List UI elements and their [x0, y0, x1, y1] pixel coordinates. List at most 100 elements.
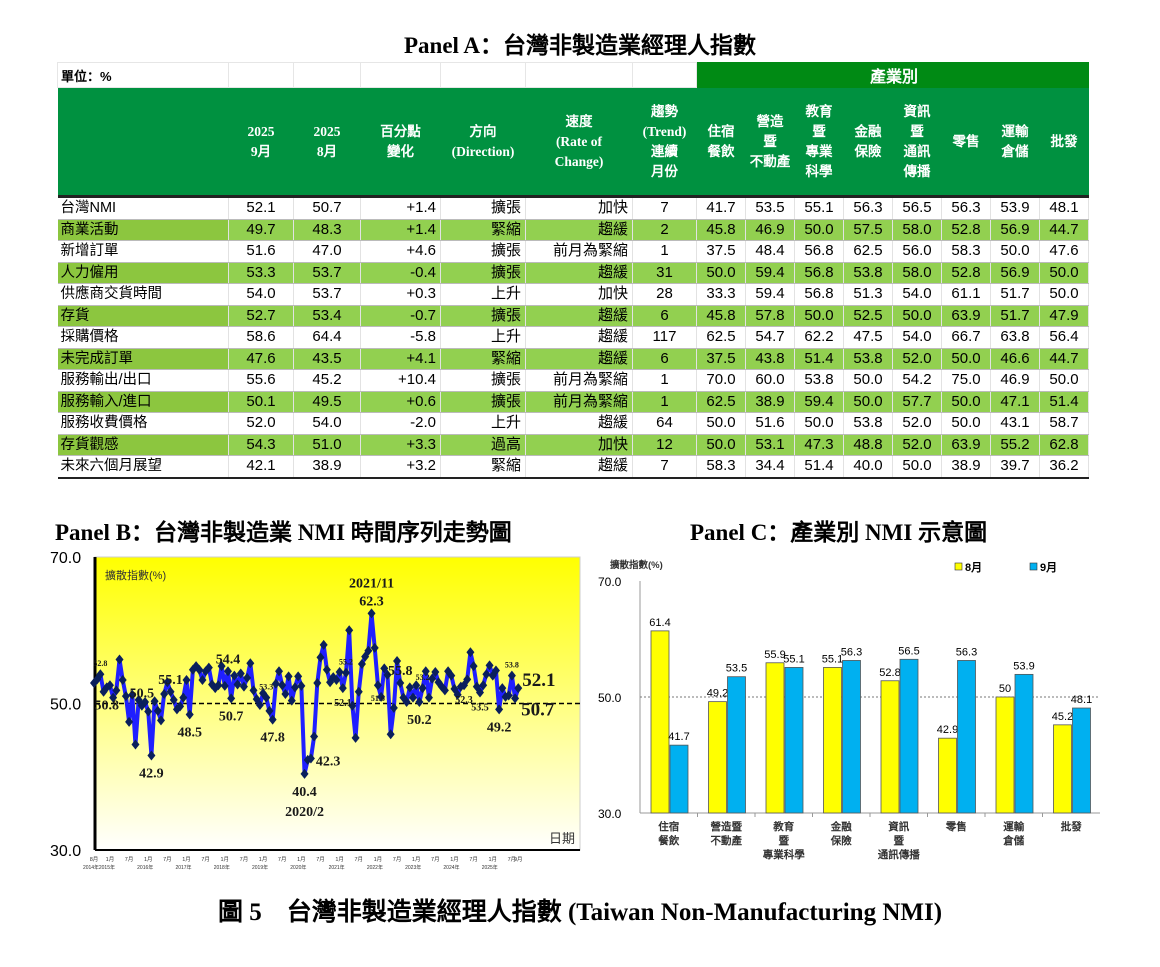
- column-header: 資訊 暨 通訊 傳播: [892, 87, 942, 198]
- table-cell: 50.0: [892, 455, 942, 479]
- table-cell: 53.8: [843, 412, 893, 435]
- data-point: [485, 660, 494, 671]
- bar-value-label: 48.1: [1071, 694, 1092, 706]
- data-label: 55.1: [158, 673, 183, 688]
- data-point: [348, 700, 357, 711]
- column-header: 運輸 倉儲: [990, 87, 1040, 198]
- x-tick-month: 1月: [297, 856, 306, 863]
- data-point: [456, 681, 465, 692]
- data-label: 50.7: [219, 709, 244, 724]
- table-cell: 57.5: [843, 219, 893, 241]
- data-point: [90, 677, 98, 688]
- data-point: [294, 671, 303, 682]
- table-cell: 49.7: [228, 219, 294, 241]
- data-point: [287, 695, 296, 706]
- data-label: 2020/2: [285, 805, 324, 820]
- data-point: [112, 685, 121, 696]
- data-label: 55.8: [388, 664, 413, 679]
- x-tick-month: 1月: [374, 856, 383, 863]
- table-cell: -5.8: [360, 326, 441, 349]
- panel-b-title: Panel B：台灣非製造業 NMI 時間序列走勢圖: [55, 520, 512, 545]
- x-tick-month: 1月: [106, 856, 115, 863]
- data-point: [281, 688, 290, 699]
- x-tick-month: 7月: [393, 856, 402, 863]
- table-cell: 52.5: [843, 305, 893, 327]
- table-cell: 52.0: [228, 412, 294, 435]
- table-cell: 前月為緊縮: [525, 391, 633, 413]
- table-cell: 61.1: [941, 283, 991, 306]
- table-cell: 51.7: [990, 283, 1040, 306]
- bar: [784, 667, 804, 814]
- table-cell: 64: [632, 412, 697, 435]
- table-cell: 62.2: [794, 326, 844, 349]
- table-cell: 58.3: [696, 455, 746, 479]
- legend-swatch: [954, 562, 963, 571]
- table-cell: 加快: [525, 283, 633, 306]
- data-label: 51.6: [371, 694, 385, 703]
- table-cell: 58.0: [892, 262, 942, 284]
- bar-value-label: 53.5: [726, 663, 747, 675]
- data-point: [367, 608, 376, 619]
- data-point: [399, 692, 408, 703]
- row-label: 採購價格: [57, 326, 229, 349]
- x-tick-month: 1月: [412, 856, 421, 863]
- table-cell: 48.8: [843, 434, 893, 456]
- table-cell: 51.4: [794, 348, 844, 370]
- table-cell: 50.0: [696, 434, 746, 456]
- table-cell: 1: [632, 240, 697, 263]
- data-point: [463, 674, 472, 685]
- data-point: [377, 691, 386, 702]
- data-point: [316, 652, 325, 663]
- data-point: [322, 664, 331, 675]
- bar-value-label: 56.5: [898, 645, 919, 657]
- table-cell: 62.5: [843, 240, 893, 263]
- table-cell: 52.0: [892, 434, 942, 456]
- table-cell: 59.4: [745, 283, 795, 306]
- data-point: [504, 690, 513, 701]
- column-header: [57, 87, 229, 198]
- row-label: 新增訂單: [57, 240, 229, 263]
- data-point: [204, 662, 213, 673]
- table-row: 人力僱用 53.3 53.7 -0.4 擴張 趨緩 31 50.0 59.4 56.8 53.8 58…: [57, 262, 1090, 284]
- empty-cell: [525, 62, 633, 88]
- bar-value-label: 45.2: [1052, 711, 1073, 723]
- table-row: 服務輸入/進口 50.1 49.5 +0.6 擴張 前月為緊縮 1 62.5 38.9 59.4 5…: [57, 391, 1090, 413]
- bar-value-label: 56.3: [841, 646, 862, 658]
- table-cell: 54.0: [892, 283, 942, 306]
- bar: [880, 680, 900, 814]
- table-cell: 上升: [440, 283, 526, 306]
- data-point: [332, 675, 341, 686]
- data-point: [342, 667, 351, 678]
- empty-cell: [228, 62, 294, 88]
- table-cell: 54.0: [892, 326, 942, 349]
- data-label: 54.4: [216, 652, 241, 667]
- data-point: [156, 715, 165, 726]
- y-tick-label: 30.0: [50, 843, 81, 860]
- data-point: [188, 664, 197, 675]
- data-point: [236, 668, 245, 679]
- data-label: 62.3: [359, 594, 384, 609]
- column-header: 趨勢 (Trend) 連續 月份: [632, 87, 697, 198]
- data-point: [488, 670, 497, 681]
- table-cell: 63.8: [990, 326, 1040, 349]
- legend-swatch: [1029, 562, 1038, 571]
- table-cell: 56.8: [794, 262, 844, 284]
- nmi-table: 單位：% 產業別 2025 9月 2025 8月 百分點 變化 方向 (Direction…: [57, 62, 1090, 479]
- table-cell: 36.2: [1039, 455, 1090, 479]
- table-cell: -0.7: [360, 305, 441, 327]
- table-cell: 50.0: [843, 369, 893, 392]
- data-point: [290, 682, 299, 693]
- y-axis-label: 擴散指數(%): [105, 568, 166, 582]
- data-point: [393, 656, 402, 667]
- x-tick-month: 7月: [278, 856, 287, 863]
- x-tick-month: 7月: [201, 856, 210, 863]
- table-cell: 趨緩: [525, 305, 633, 327]
- data-label: 50.8: [95, 698, 120, 713]
- x-tick-month: 7月: [469, 856, 478, 863]
- x-tick-year: 2020年: [290, 864, 306, 871]
- table-cell: 過高: [440, 434, 526, 456]
- bar: [823, 667, 842, 814]
- table-cell: 50.0: [696, 412, 746, 435]
- table-cell: 56.8: [794, 283, 844, 306]
